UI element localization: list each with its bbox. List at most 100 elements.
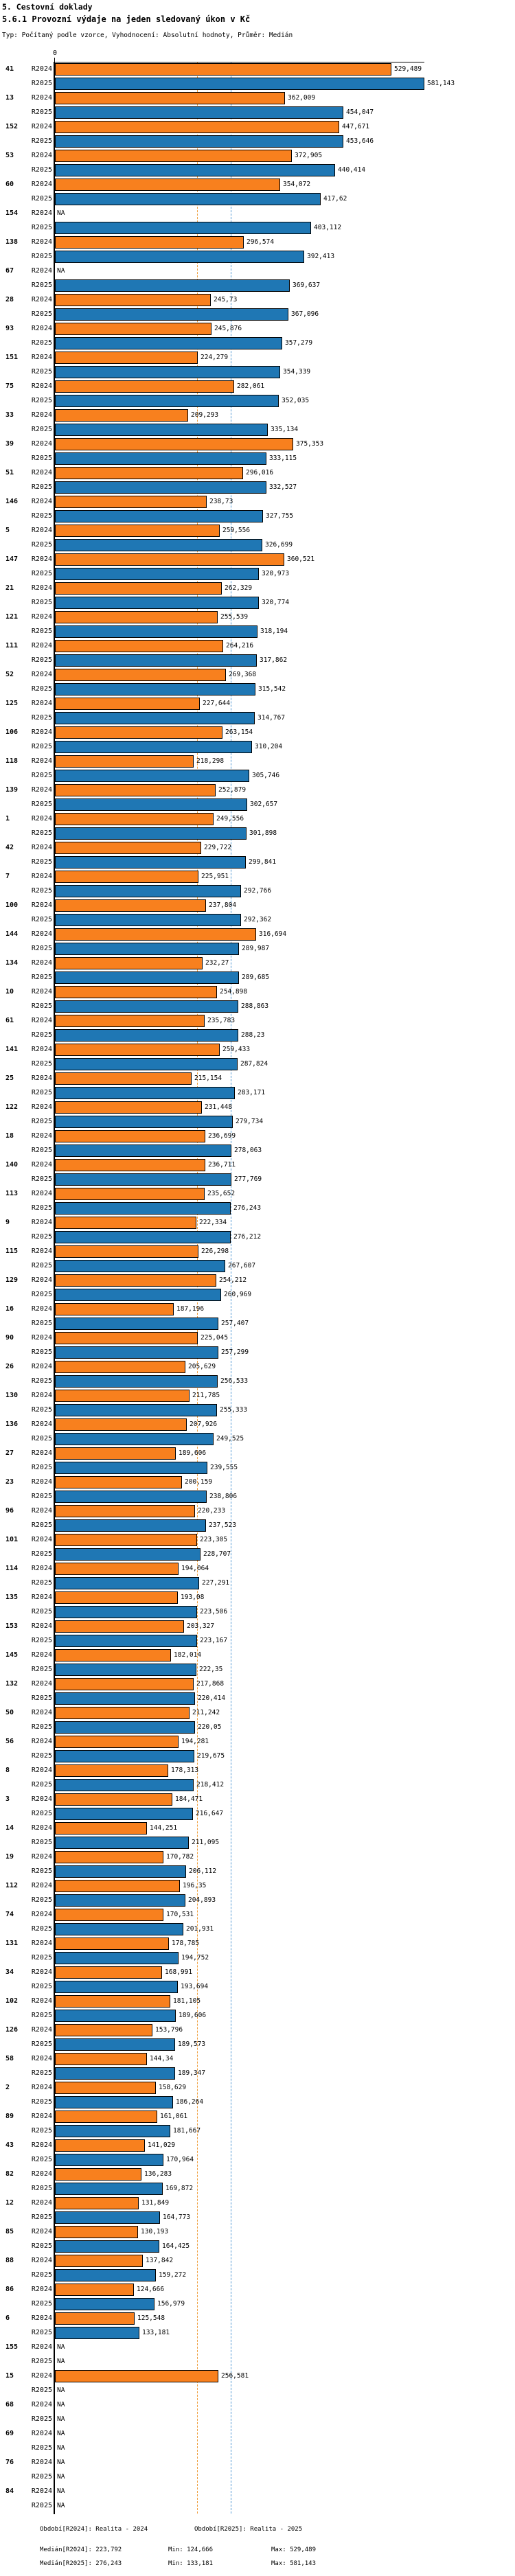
bar-r2024 [55, 1966, 162, 1979]
row-id-label: 61 [5, 1017, 14, 1024]
bar-value-label: 292,766 [244, 887, 272, 895]
bar-value-label: 211,242 [192, 1709, 220, 1716]
bar-value-label: 231,448 [205, 1103, 233, 1111]
row-id-label: 126 [5, 2026, 19, 2034]
bar-r2025 [55, 2125, 170, 2137]
series-label-r2025: R2025 [31, 426, 52, 433]
bar-value-label: 232,27 [205, 959, 229, 967]
row-id-label: 130 [5, 1392, 19, 1399]
series-label-r2025: R2025 [31, 310, 52, 318]
series-label-r2025: R2025 [31, 2502, 52, 2509]
row-id-label: 34 [5, 1968, 14, 1976]
bar-value-label: 287,824 [240, 1060, 268, 1068]
bar-value-label: 220,233 [198, 1507, 226, 1515]
row-id-label: 86 [5, 2286, 14, 2293]
bar-value-label: 254,898 [220, 988, 248, 996]
series-label-r2025: R2025 [31, 1579, 52, 1587]
bar-value-label: 315,542 [258, 685, 286, 693]
na-value-label: NA [57, 2502, 65, 2509]
bar-r2024 [55, 611, 218, 623]
bar-value-label: 153,796 [155, 2026, 183, 2034]
series-label-r2024: R2024 [31, 1074, 52, 1082]
series-label-r2025: R2025 [31, 2127, 52, 2135]
series-label-r2024: R2024 [31, 1421, 52, 1428]
stat-min-2024: Min: 124,666 [168, 2546, 214, 2553]
series-label-r2024: R2024 [31, 844, 52, 851]
bar-value-label: 326,699 [265, 541, 293, 549]
bar-value-label: 332,527 [269, 483, 297, 491]
row-id-label: 141 [5, 1046, 19, 1053]
x-axis-zero-tick-label: 0 [52, 49, 58, 57]
row-id-label: 85 [5, 2228, 14, 2235]
bar-value-label: 256,533 [220, 1377, 249, 1385]
bar-r2025 [55, 1433, 214, 1445]
row-id-label: 90 [5, 1334, 14, 1342]
bar-r2024 [55, 496, 207, 508]
bar-r2024 [55, 1822, 147, 1835]
bar-value-label: 225,951 [201, 873, 229, 880]
series-label-r2024: R2024 [31, 2228, 52, 2235]
series-label-r2025: R2025 [31, 1291, 52, 1298]
bar-value-label: 223,167 [200, 1637, 228, 1644]
bar-r2025 [55, 1865, 186, 1878]
row-id-label: 1 [5, 815, 10, 823]
bar-value-label: 136,283 [144, 2170, 172, 2178]
bar-value-label: 229,722 [204, 844, 232, 851]
bar-r2025 [55, 1116, 233, 1128]
row-id-label: 154 [5, 209, 19, 217]
bar-r2025 [55, 1029, 238, 1042]
row-id-label: 25 [5, 1074, 14, 1082]
bar-r2024 [55, 1303, 174, 1315]
bar-r2024 [55, 1130, 205, 1142]
bar-value-label: 357,279 [285, 339, 313, 347]
bar-r2025 [55, 770, 249, 782]
x-axis-tick-mark [54, 58, 55, 62]
bar-value-label: 200,159 [185, 1478, 213, 1486]
bar-value-label: 305,746 [252, 772, 280, 779]
row-id-label: 75 [5, 382, 14, 390]
series-label-r2025: R2025 [31, 1550, 52, 1558]
bar-r2024 [55, 1072, 192, 1085]
bar-value-label: 211,785 [192, 1392, 220, 1399]
bar-r2024 [55, 582, 222, 595]
bar-value-label: 194,281 [181, 1738, 209, 1745]
na-value-label: NA [57, 2444, 65, 2452]
bar-r2025 [55, 1606, 197, 1618]
bar-r2025 [55, 481, 266, 494]
bar-r2025 [55, 1952, 179, 1964]
bar-value-label: 282,061 [237, 382, 265, 390]
row-id-label: 43 [5, 2141, 14, 2149]
bar-value-label: 256,581 [221, 2372, 249, 2380]
series-label-r2024: R2024 [31, 152, 52, 159]
series-label-r2024: R2024 [31, 1767, 52, 1774]
series-label-r2024: R2024 [31, 786, 52, 794]
row-id-label: 113 [5, 1190, 19, 1197]
bar-r2024 [55, 784, 216, 796]
series-label-r2025: R2025 [31, 2185, 52, 2192]
bar-value-label: 362,009 [288, 94, 316, 102]
row-id-label: 53 [5, 152, 14, 159]
row-id-label: 93 [5, 325, 14, 332]
series-label-r2025: R2025 [31, 2098, 52, 2106]
bar-value-label: 314,767 [258, 714, 286, 722]
bar-value-label: 236,699 [208, 1132, 236, 1140]
series-label-r2024: R2024 [31, 267, 52, 275]
bar-value-label: 227,644 [203, 700, 231, 707]
row-id-label: 18 [5, 1132, 14, 1140]
bar-r2025 [55, 366, 280, 378]
bar-r2024 [55, 1707, 190, 1719]
bar-value-label: 227,291 [202, 1579, 230, 1587]
series-label-r2025: R2025 [31, 108, 52, 116]
series-label-r2024: R2024 [31, 1911, 52, 1918]
bar-value-label: 178,785 [172, 1940, 200, 1947]
row-id-label: 82 [5, 2170, 14, 2178]
series-label-r2025: R2025 [31, 2473, 52, 2481]
bar-r2024 [55, 1015, 205, 1027]
bar-value-label: 302,657 [250, 801, 278, 808]
bar-value-label: 217,868 [196, 1680, 225, 1688]
series-label-r2024: R2024 [31, 1882, 52, 1889]
bar-value-label: 141,029 [148, 2141, 176, 2149]
series-label-r2025: R2025 [31, 166, 52, 174]
series-label-r2024: R2024 [31, 1247, 52, 1255]
bar-r2025 [55, 712, 255, 724]
